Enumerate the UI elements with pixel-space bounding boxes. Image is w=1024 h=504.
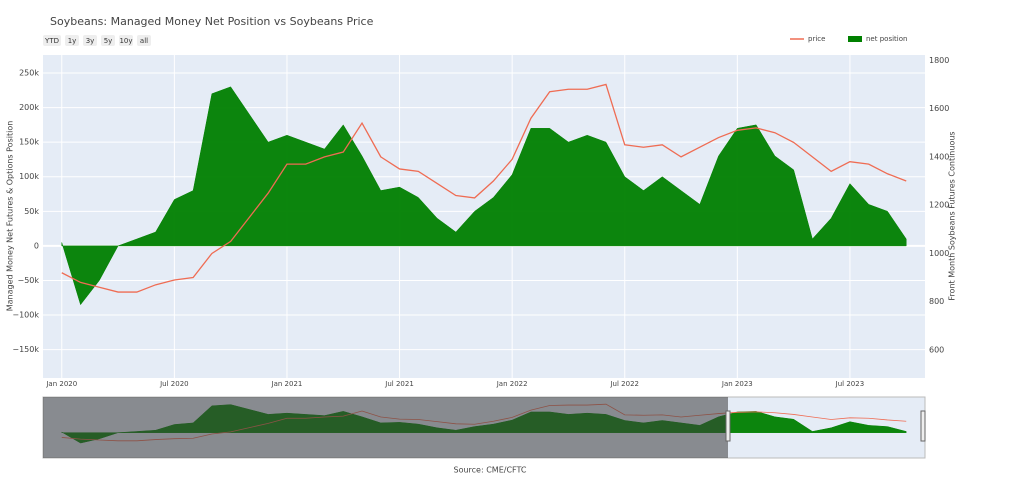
y2-tick-label: 1200: [929, 201, 949, 210]
range-button-label[interactable]: 3y: [86, 37, 95, 45]
y-tick-label: 0: [34, 241, 39, 250]
legend-label[interactable]: price: [808, 35, 825, 43]
y2-axis-title: Front Month Soybeans Futures Continuous: [948, 131, 957, 300]
range-slider-handle[interactable]: [920, 410, 926, 442]
range-button-bg[interactable]: [137, 35, 151, 46]
y2-tick-label: 1600: [929, 104, 949, 113]
x-tick-label: Jul 2020: [159, 380, 189, 388]
chart-title: Soybeans: Managed Money Net Position vs …: [50, 15, 374, 28]
range-button-label[interactable]: 10y: [119, 37, 132, 45]
range-button-label[interactable]: all: [140, 37, 148, 45]
range-button[interactable]: all: [137, 35, 151, 46]
y2-tick-label: 600: [929, 345, 944, 354]
range-button-bg[interactable]: [101, 35, 115, 46]
line: [61, 83, 907, 293]
range-button-label[interactable]: 5y: [104, 37, 113, 45]
source-note: Source: CME/CFTC: [453, 466, 526, 475]
area: [61, 86, 907, 306]
x-tick-label: Jan 2020: [45, 380, 77, 388]
range-button[interactable]: YTD: [43, 35, 61, 46]
y2-tick-label: 1800: [929, 56, 949, 65]
y-tick-label: 50k: [24, 207, 39, 216]
y-tick-label: 150k: [19, 138, 39, 147]
y-tick-label: −50k: [17, 276, 39, 285]
y-tick-label: 200k: [19, 103, 39, 112]
legend-item[interactable]: net position: [848, 35, 907, 43]
range-button[interactable]: 1y: [65, 35, 79, 46]
range-button-bg[interactable]: [43, 35, 61, 46]
y-tick-label: 250k: [19, 68, 39, 77]
legend-label[interactable]: net position: [866, 35, 907, 43]
x-tick-label: Jul 2021: [384, 380, 414, 388]
range-button-bg[interactable]: [83, 35, 97, 46]
y2-tick-label: 1400: [929, 152, 949, 161]
y-tick-label: 100k: [19, 172, 39, 181]
y-axis-title: Managed Money Net Futures & Options Posi…: [6, 121, 15, 312]
range-button-bg[interactable]: [65, 35, 79, 46]
y-tick-label: −100k: [12, 311, 39, 320]
range-button[interactable]: 5y: [101, 35, 115, 46]
x-tick-label: Jul 2023: [835, 380, 865, 388]
x-tick-label: Jan 2021: [271, 380, 303, 388]
range-slider-mask: [43, 397, 728, 458]
range-button[interactable]: 10y: [119, 35, 133, 46]
x-tick-label: Jul 2022: [609, 380, 639, 388]
range-button-label[interactable]: YTD: [44, 37, 59, 45]
range-button-label[interactable]: 1y: [68, 37, 77, 45]
y2-tick-label: 1000: [929, 249, 949, 258]
range-slider-handle[interactable]: [725, 410, 731, 442]
y2-tick-label: 800: [929, 297, 944, 306]
legend-item[interactable]: price: [790, 35, 825, 43]
x-tick-label: Jan 2023: [721, 380, 753, 388]
y-tick-label: −150k: [12, 345, 39, 354]
x-tick-label: Jan 2022: [496, 380, 528, 388]
main-plot: [61, 83, 907, 306]
range-button[interactable]: 3y: [83, 35, 97, 46]
range-button-bg[interactable]: [119, 35, 133, 46]
legend-swatch[interactable]: [848, 36, 862, 42]
